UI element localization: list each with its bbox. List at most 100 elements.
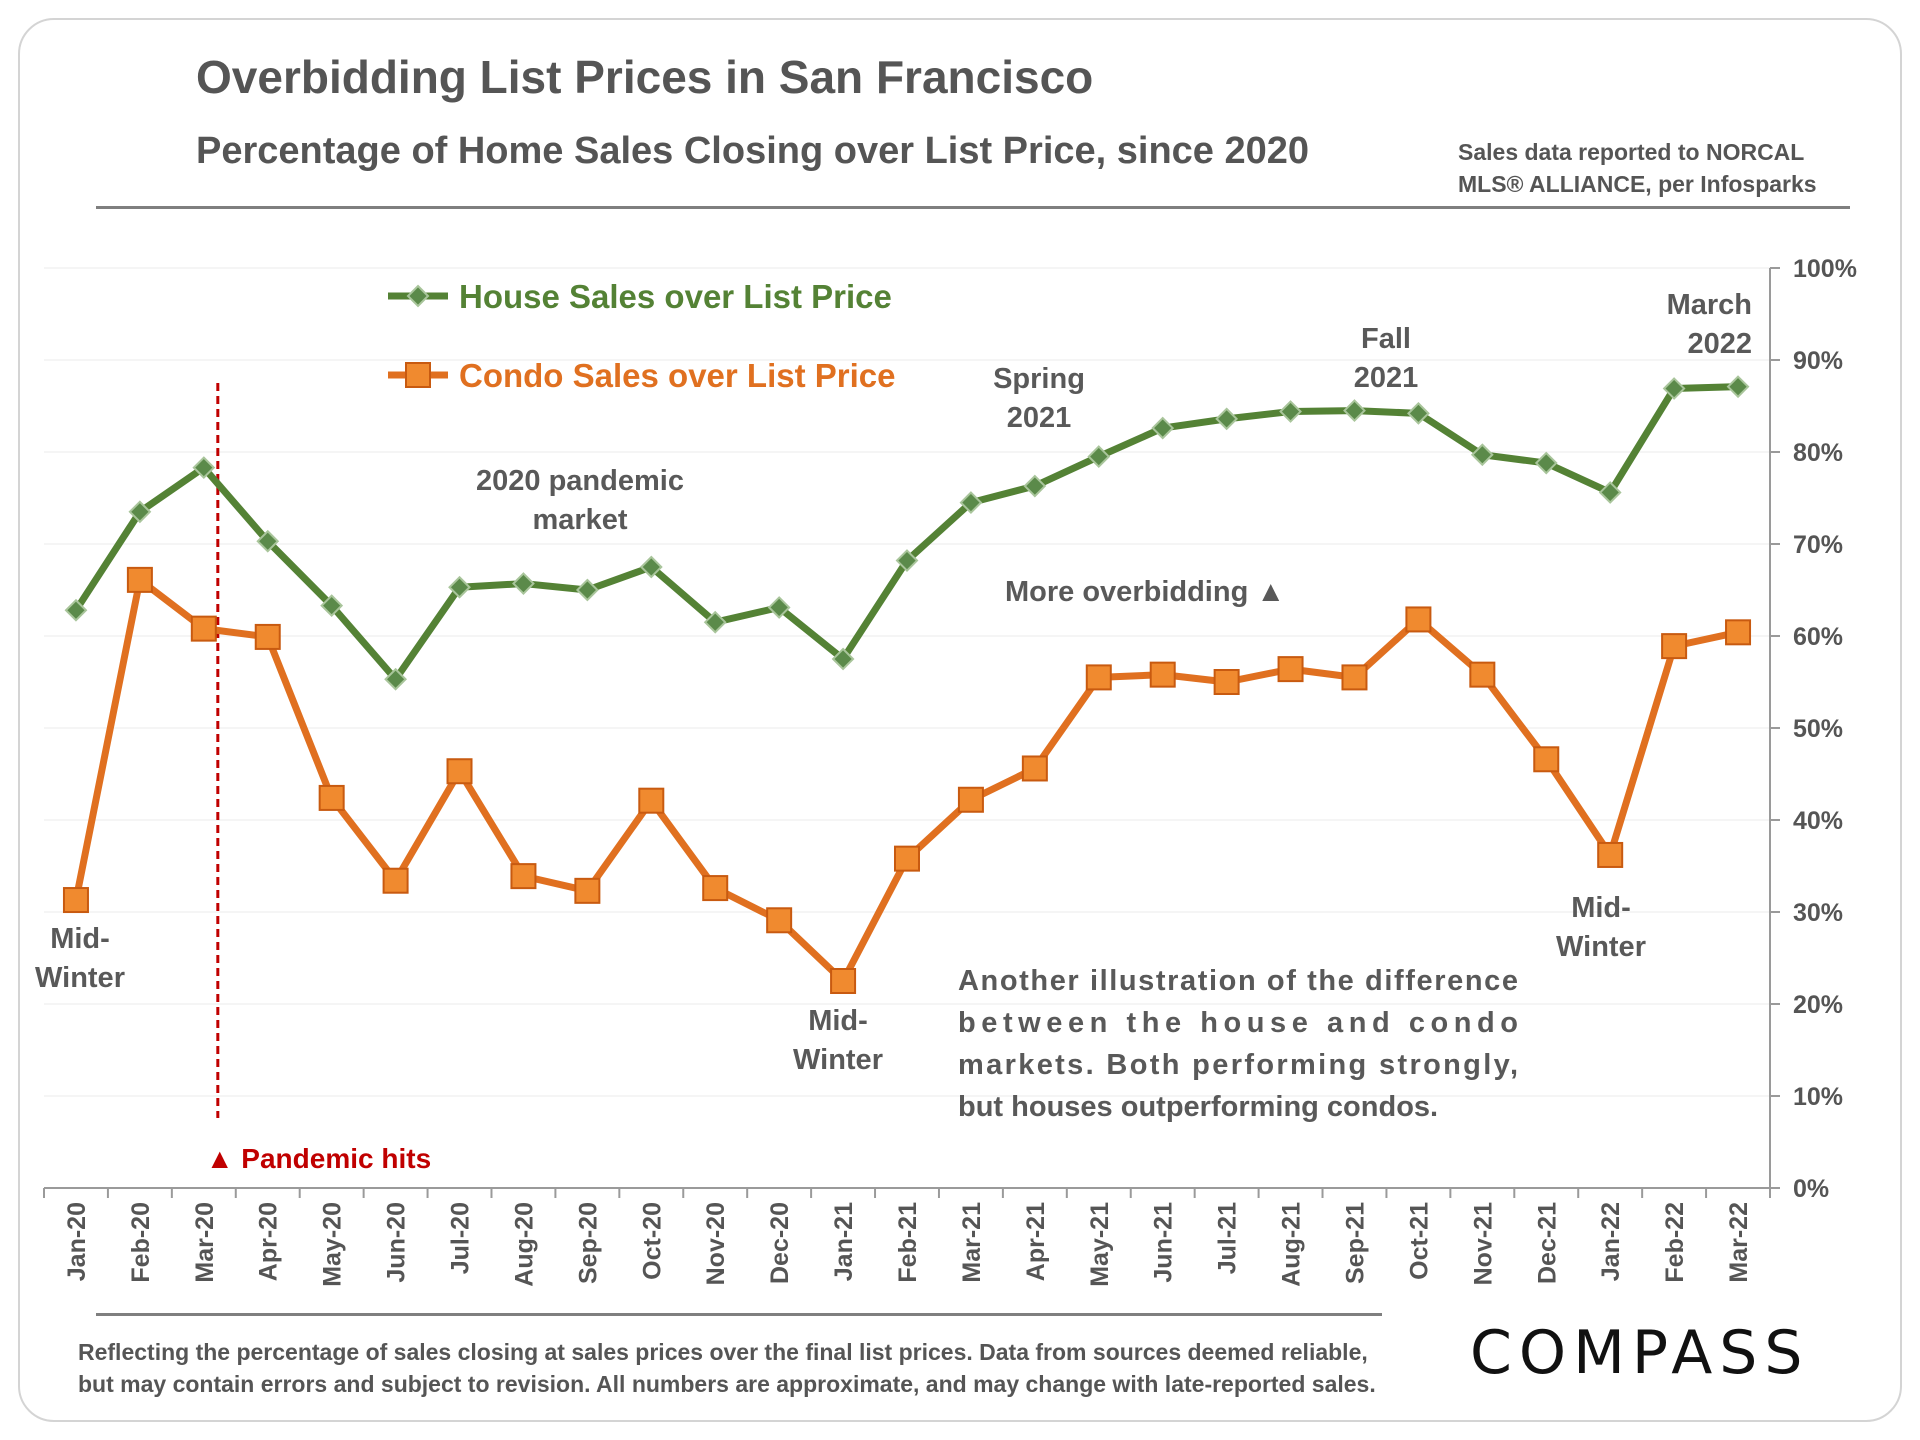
page-subtitle: Percentage of Home Sales Closing over Li… <box>196 130 1310 172</box>
x-tick-label: May-21 <box>1086 1202 1114 1287</box>
header-divider <box>96 206 1850 209</box>
x-tick-label: Jan-20 <box>63 1202 91 1281</box>
house-point <box>895 549 919 572</box>
annotation-march-2022-line: March <box>1667 289 1752 321</box>
x-tick-label: Apr-21 <box>1022 1202 1050 1281</box>
house-point <box>448 575 471 599</box>
condo-point <box>190 615 217 642</box>
house-point <box>1726 375 1750 399</box>
footer-divider <box>96 1313 1382 1316</box>
condo-point <box>830 968 857 994</box>
x-tick-label: Mar-22 <box>1725 1202 1753 1283</box>
house-point <box>639 555 663 579</box>
x-tick-label: May-20 <box>319 1202 347 1287</box>
annotation-pandemic-market: 2020 pandemic market <box>476 465 684 536</box>
legend-marker <box>405 362 431 388</box>
y-tick-label: 60% <box>1793 623 1843 651</box>
condo-point <box>638 787 665 814</box>
x-tick-label: Aug-21 <box>1278 1202 1306 1287</box>
condo-point <box>1021 755 1048 782</box>
annotation-midwinter-jan21-line: Winter <box>793 1044 883 1076</box>
x-tick-label: Feb-21 <box>894 1202 922 1283</box>
annotation-midwinter-jan22-line: Mid- <box>1571 892 1631 924</box>
x-tick-label: Jan-22 <box>1597 1202 1625 1281</box>
annotation-illustration-line: Another illustration of the difference <box>958 965 1518 997</box>
house-point <box>1343 399 1366 423</box>
y-tick-label: 40% <box>1793 807 1843 835</box>
legend-condo: Condo Sales over List Price <box>388 357 895 394</box>
x-tick-label: Jul-21 <box>1214 1202 1242 1274</box>
x-tick-label: Feb-22 <box>1661 1202 1689 1283</box>
annotation-midwinter-jan22: Mid- Winter <box>1556 892 1646 963</box>
footnote-line-1: Reflecting the percentage of sales closi… <box>78 1339 1368 1365</box>
annotation-pandemic-market-line: 2020 pandemic <box>476 465 684 497</box>
y-tick-labels: 0% 10% 20% 30% 40% 50% 60% 70% 80% 90% 100% <box>1793 255 1857 1203</box>
x-tick-label: Mar-20 <box>191 1202 219 1283</box>
legend-marker <box>406 284 430 308</box>
legend: House Sales over List Price Condo Sales o… <box>388 278 895 394</box>
annotation-fall-2021-line: Fall <box>1361 323 1411 355</box>
condo-point <box>1277 656 1304 683</box>
y-tick-label: 90% <box>1793 347 1843 375</box>
x-tick-label: Aug-20 <box>510 1202 538 1287</box>
legend-house: House Sales over List Price <box>388 278 892 315</box>
y-tick-label: 100% <box>1793 255 1857 283</box>
footnote: Reflecting the percentage of sales closi… <box>78 1336 1418 1400</box>
condo-point <box>126 566 153 593</box>
house-point <box>384 667 408 691</box>
annotation-illustration-line: but houses outperforming condos. <box>958 1091 1438 1123</box>
house-point <box>320 594 344 618</box>
annotation-spring-2021-line: 2021 <box>1007 402 1072 434</box>
pandemic-marker: ▲ Pandemic hits <box>206 383 431 1174</box>
condo-point <box>318 784 345 811</box>
pandemic-label: ▲ Pandemic hits <box>206 1143 431 1174</box>
house-point <box>1406 401 1430 425</box>
annotation-midwinter-jan20-line: Mid- <box>50 923 110 955</box>
condo-point <box>1405 606 1432 633</box>
house-point <box>959 491 983 515</box>
x-tick-label: Nov-20 <box>702 1202 730 1285</box>
x-tick-label: Apr-20 <box>255 1202 283 1281</box>
condo-series <box>62 566 1752 994</box>
x-tick-label: Oct-21 <box>1405 1202 1433 1280</box>
x-tick-label: Jan-21 <box>830 1202 858 1281</box>
y-tick-label: 80% <box>1793 439 1843 467</box>
condo-point <box>1341 664 1368 691</box>
house-point <box>1470 443 1494 467</box>
x-tick-label: Jun-21 <box>1150 1202 1178 1283</box>
condo-point <box>510 863 537 890</box>
condo-point <box>1213 669 1240 695</box>
condo-point <box>894 845 920 872</box>
x-tick-label: Mar-21 <box>958 1202 986 1283</box>
source-note: Sales data reported to NORCAL MLS® ALLIA… <box>1458 136 1818 200</box>
annotation-illustration-line: between the house and condo <box>958 1007 1518 1039</box>
annotation-spring-2021: Spring 2021 <box>993 363 1085 434</box>
house-point <box>767 596 791 619</box>
house-point <box>575 578 599 602</box>
x-tick-label: Sep-21 <box>1341 1202 1369 1284</box>
annotation-midwinter-jan20: Mid- Winter <box>35 923 125 994</box>
x-tick-label: Oct-20 <box>638 1202 666 1280</box>
x-tick-label: Jul-20 <box>447 1202 475 1274</box>
annotation-march-2022-line: 2022 <box>1687 328 1752 360</box>
condo-point <box>957 786 984 813</box>
condo-point <box>702 875 729 902</box>
x-tick-label: Sep-20 <box>574 1202 602 1284</box>
y-tick-label: 50% <box>1793 715 1843 743</box>
condo-point <box>1661 633 1688 660</box>
condo-point <box>382 867 409 894</box>
condo-point <box>1597 841 1624 868</box>
condo-point <box>574 877 601 904</box>
source-line-1: Sales data reported to NORCAL <box>1458 139 1805 165</box>
house-point <box>1534 451 1558 475</box>
house-point <box>703 610 727 634</box>
condo-point <box>1533 746 1560 773</box>
x-tick-labels: Jan-20 Feb-20 Mar-20 Apr-20 May-20 Jun-20 Jul-… <box>63 1202 1753 1287</box>
annotation-midwinter-jan20-line: Winter <box>35 962 125 994</box>
house-point <box>192 456 216 480</box>
source-line-2: MLS® ALLIANCE, per Infosparks <box>1458 171 1817 197</box>
condo-point <box>1725 619 1752 646</box>
x-tick-label: Nov-21 <box>1469 1202 1497 1285</box>
page-title: Overbidding List Prices in San Francisco <box>196 51 1094 103</box>
